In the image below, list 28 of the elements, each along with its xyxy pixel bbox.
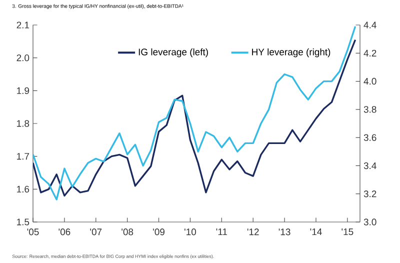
y2-tick-label: 3.6 xyxy=(364,134,376,141)
y2-tick-label: 3.2 xyxy=(364,190,376,198)
y2-tick-label: 4.2 xyxy=(364,50,376,56)
y2-tick-label: 3.8 xyxy=(364,106,376,113)
y-tick-label: 1.7 xyxy=(17,153,30,160)
y2-tick-label: 3.4 xyxy=(364,162,376,170)
y-tick-label: 1.6 xyxy=(17,186,30,193)
y-tick-label: 1.9 xyxy=(17,87,30,94)
x-tick-label: '07 xyxy=(90,228,102,236)
y2-tick-label: 4.4 xyxy=(364,22,376,28)
y2-tick-label: 3.0 xyxy=(364,218,376,226)
x-tick-label: '15 xyxy=(342,228,354,236)
legend-label: HY leverage (right) xyxy=(252,48,330,58)
x-tick-label: '10 xyxy=(184,228,196,236)
x-tick-label: '13 xyxy=(278,228,290,236)
x-tick-label: '05 xyxy=(27,228,39,236)
y2-tick-label: 4.0 xyxy=(364,78,376,85)
y-tick-label: 2.1 xyxy=(16,22,30,28)
x-tick-label: '12 xyxy=(247,228,259,236)
x-tick-label: '11 xyxy=(216,228,228,236)
y-tick-label: 2.0 xyxy=(16,54,30,62)
legend-label: IG leverage (left) xyxy=(138,48,208,58)
y-tick-label: 1.5 xyxy=(17,218,30,226)
y-tick-label: 1.8 xyxy=(17,120,30,127)
x-tick-label: '09 xyxy=(153,228,164,236)
x-tick-label: '14 xyxy=(310,228,322,236)
x-tick-label: '08 xyxy=(122,228,134,236)
x-tick-label: '06 xyxy=(58,228,70,236)
